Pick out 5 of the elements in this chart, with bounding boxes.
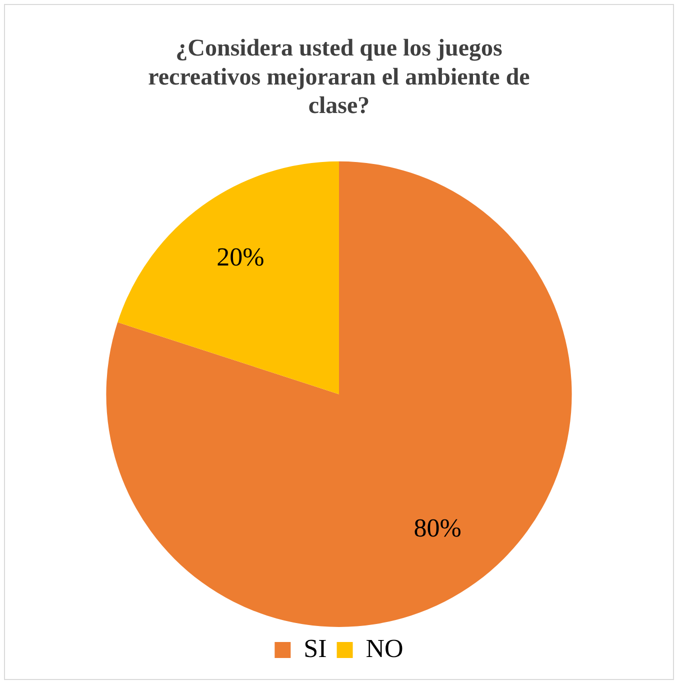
legend-label: NO (366, 634, 404, 663)
chart-title: ¿Considera usted que los juegos recreativos mejoraran el ambiente de clase? (148, 36, 530, 120)
data-label: 20% (216, 242, 264, 272)
data-label: 80% (414, 514, 462, 543)
legend-label: SI (304, 634, 327, 663)
